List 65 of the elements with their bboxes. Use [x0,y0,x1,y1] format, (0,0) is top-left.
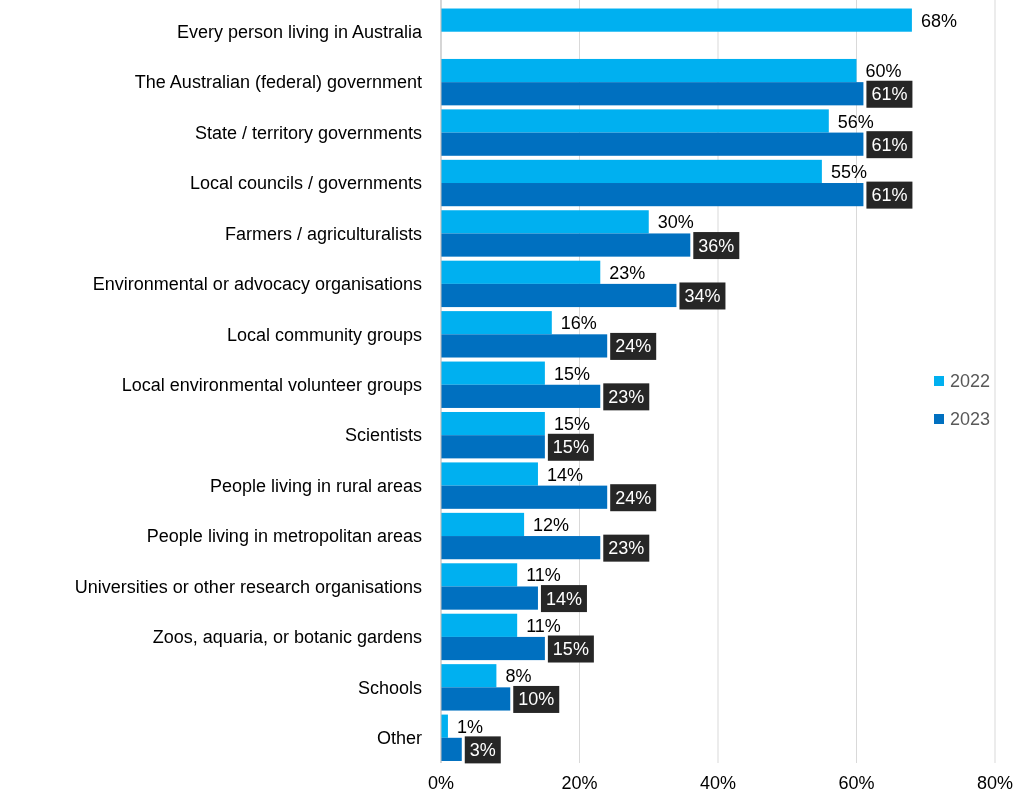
x-tick-label: 40% [699,773,737,793]
x-tick-label: 60% [838,773,875,793]
x-tick-label: 20% [561,773,598,793]
bar [441,563,518,587]
data-label: 61% [871,134,908,155]
data-label: 34% [684,286,721,307]
y-tick-label: Schools [357,677,422,698]
data-label: 60% [865,61,902,82]
data-label: 24% [615,487,652,508]
data-label: 24% [615,336,652,357]
y-tick-label: Local councils / governments [189,173,422,194]
bar [441,109,829,133]
data-label: 15% [553,414,590,435]
data-label: 15% [553,363,590,384]
bar [441,260,601,284]
data-label: 3% [469,739,496,760]
data-label: 1% [456,716,483,737]
data-label: 15% [552,639,589,660]
data-label: 10% [518,689,555,710]
data-label: 56% [837,111,874,132]
data-label: 61% [871,84,908,105]
data-label: 55% [830,161,867,182]
y-tick-label: Environmental or advocacy organisations [92,274,422,295]
bar [441,411,545,436]
data-label: 12% [533,515,570,535]
legend-label: 2023 [950,409,991,430]
y-tick-label: The Australian (federal) government [134,72,422,93]
y-tick-label: Zoos, aquaria, or botanic gardens [152,627,422,648]
bar [441,462,538,486]
bar [441,361,545,385]
data-label: 68% [920,10,957,31]
y-tick-label: Local community groups [226,324,422,345]
y-tick-label: People living in rural areas [209,475,422,496]
y-tick-label: State / territory governments [194,122,422,143]
data-label: 23% [608,538,645,559]
bar [441,58,857,83]
y-tick-label: Every person living in Australia [176,22,423,43]
bar [441,512,525,537]
x-tick-label: 80% [976,773,1014,793]
y-tick-label: Other [376,728,422,749]
y-tick-label: Local environmental volunteer groups [121,375,422,396]
bar [441,613,518,637]
bar [441,8,912,32]
y-tick-label: Scientists [344,425,422,446]
data-label: 16% [560,313,597,334]
data-label: 14% [546,464,583,485]
data-label: 15% [552,437,589,458]
y-tick-label: People living in metropolitan areas [146,526,422,547]
data-label: 11% [526,565,561,586]
data-label: 23% [608,386,645,407]
data-label: 30% [657,212,694,233]
y-tick-label: Farmers / agriculturalists [224,223,422,244]
bar [441,311,552,335]
data-label: 14% [545,588,582,609]
data-label: 36% [698,235,735,256]
bar [441,159,822,184]
y-tick-label: Universities or other research organisations [74,576,422,597]
bar [441,664,497,688]
x-tick-label: 0% [427,773,455,793]
data-label: 23% [609,262,646,283]
data-label: 8% [505,666,532,687]
data-label: 61% [871,185,908,206]
legend-label: 2022 [950,371,991,392]
data-label: 11% [526,615,561,636]
bar [441,210,649,234]
